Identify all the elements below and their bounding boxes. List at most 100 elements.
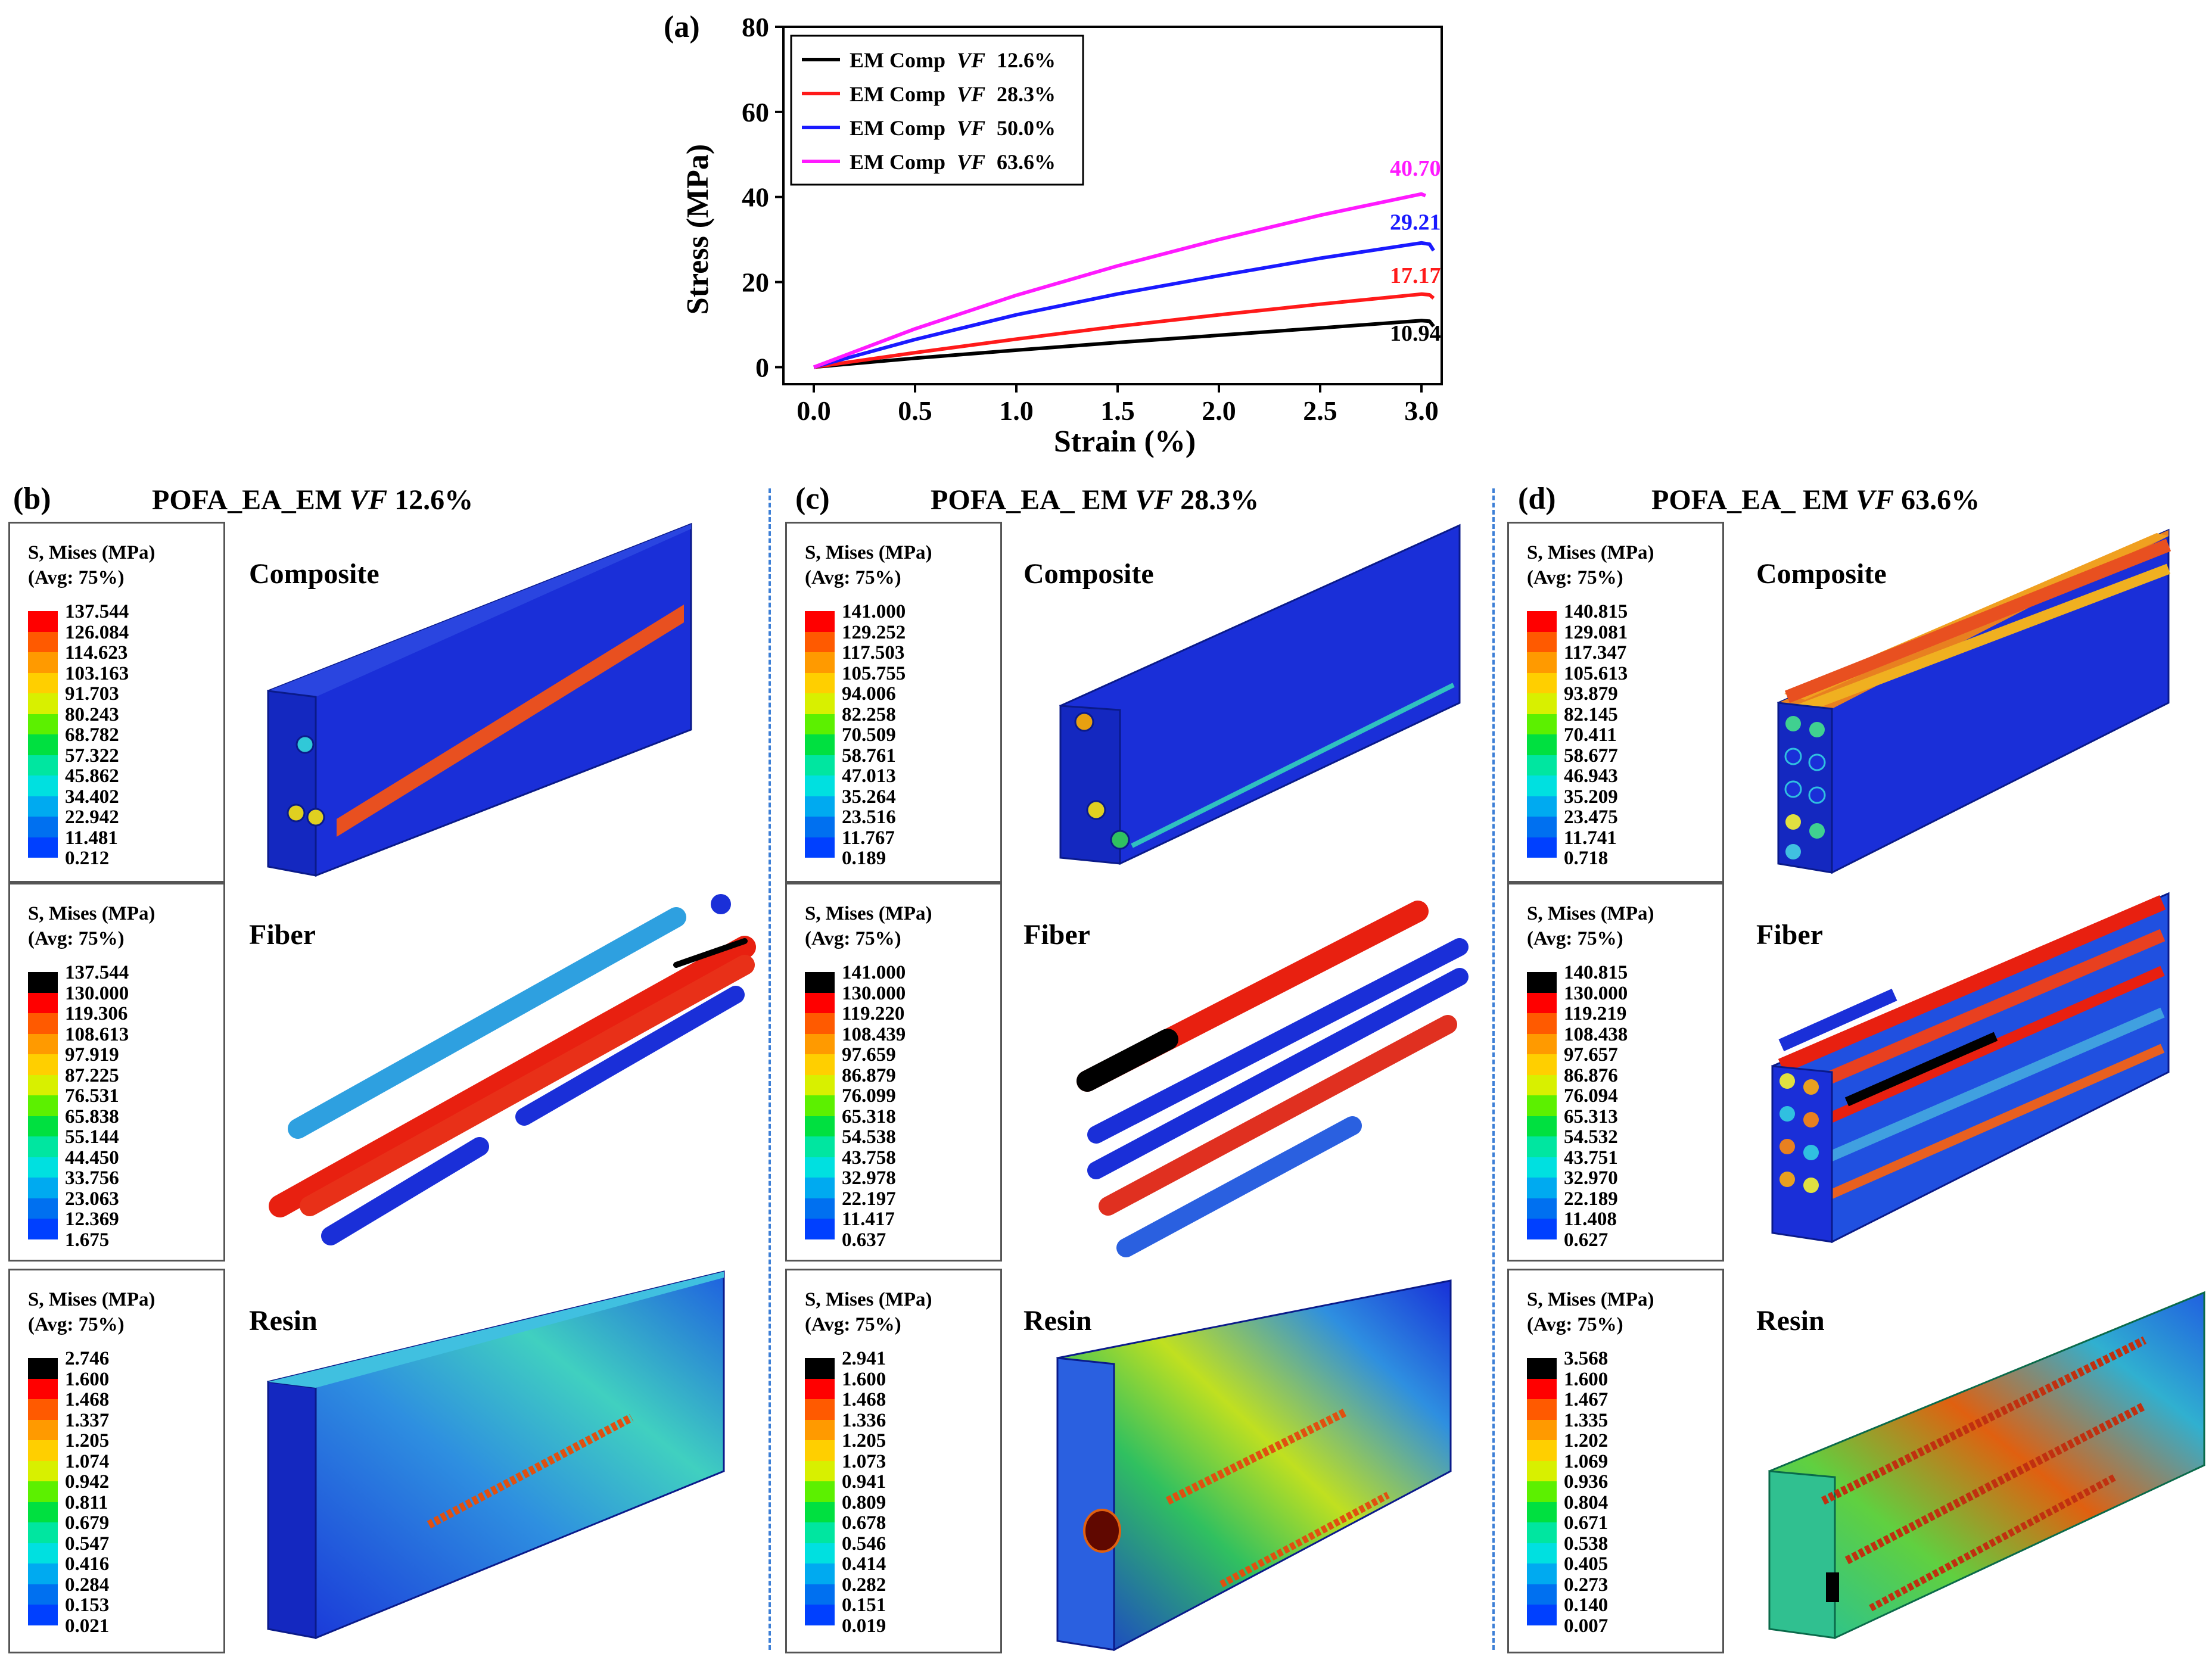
legend-value: 0.809 — [842, 1491, 886, 1513]
chart-xlabel: Strain (%) — [1054, 425, 1196, 459]
legend-color-swatch — [28, 631, 58, 653]
legend-value: 0.942 — [65, 1471, 110, 1493]
legend-vf: VF — [957, 48, 985, 72]
legend-value: 0.212 — [65, 848, 110, 869]
legend-color-swatch — [805, 1563, 835, 1584]
legend-value: 76.531 — [65, 1085, 119, 1107]
legend-value: 105.613 — [1564, 662, 1628, 684]
legend-value: 76.094 — [1564, 1085, 1618, 1107]
legend-value: 35.209 — [1564, 786, 1618, 808]
legend-value: 22.189 — [1564, 1188, 1618, 1210]
legend-value: 82.258 — [842, 703, 896, 725]
legend-subtitle: (Avg: 75%) — [28, 928, 125, 949]
legend-color-swatch — [805, 1584, 835, 1605]
legend-value: 57.322 — [65, 745, 119, 767]
legend-color-swatch — [28, 837, 58, 858]
legend-value: 1.337 — [65, 1409, 110, 1431]
y-tick-label: 40 — [742, 182, 769, 213]
legend-suffix: 50.0% — [991, 116, 1056, 140]
legend-color-swatch — [28, 1419, 58, 1441]
legend-title: S, Mises (MPa) — [1527, 1289, 1654, 1310]
legend-color-swatch — [28, 1198, 58, 1219]
contour-legend-composite: S, Mises (MPa) (Avg: 75%) 137.544 126.084 11… — [8, 522, 225, 883]
legend-value: 44.450 — [65, 1147, 119, 1169]
legend-color-swatch — [28, 1219, 58, 1239]
part-label-resin: Resin — [1756, 1305, 1825, 1337]
panel-d-label: (d) — [1518, 482, 1556, 516]
legend-title: S, Mises (MPa) — [28, 1289, 155, 1310]
legend-color-swatch — [805, 1219, 835, 1239]
legend-color-swatch — [1527, 1522, 1557, 1543]
legend-value: 1.468 — [842, 1389, 886, 1410]
series-peak-label: 10.94 — [1390, 321, 1441, 346]
legend-color-swatch — [805, 1605, 835, 1625]
legend-header: S, Mises (MPa) (Avg: 75%) — [1527, 901, 1654, 951]
legend-value: 137.544 — [65, 962, 129, 983]
series-peak-label: 17.17 — [1390, 263, 1441, 288]
legend-value: 0.546 — [842, 1533, 886, 1555]
legend-color-swatch — [28, 1157, 58, 1178]
legend-color-swatch — [1527, 817, 1557, 837]
legend-header: S, Mises (MPa) (Avg: 75%) — [805, 540, 932, 590]
fiber-model-b — [269, 894, 756, 1245]
legend-color-swatch — [1527, 1419, 1557, 1441]
legend-value: 0.284 — [65, 1574, 110, 1596]
contour-legend-composite: S, Mises (MPa) (Avg: 75%) 140.815 129.081 11… — [1507, 522, 1724, 883]
title-suffix: 12.6% — [387, 484, 474, 516]
legend-color-swatch — [1527, 1198, 1557, 1219]
legend-value: 33.756 — [65, 1167, 119, 1189]
x-tick-label: 0.0 — [797, 395, 831, 426]
panel-b-title: POFA_EA_EM VF 12.6% — [152, 484, 473, 516]
part-label-fiber: Fiber — [1756, 919, 1823, 951]
legend-value: 1.074 — [65, 1450, 110, 1472]
legend-color-swatch — [28, 1440, 58, 1461]
legend-title: S, Mises (MPa) — [805, 903, 932, 924]
legend-value: 1.336 — [842, 1409, 886, 1431]
legend-title: S, Mises (MPa) — [805, 1289, 932, 1310]
legend-value: 108.438 — [1564, 1023, 1628, 1045]
legend-value: 91.703 — [65, 683, 119, 705]
legend-color-swatch — [805, 972, 835, 993]
legend-title: S, Mises (MPa) — [805, 542, 932, 563]
legend-color-swatch — [28, 1605, 58, 1625]
legend-value: 0.538 — [1564, 1533, 1609, 1555]
legend-value: 12.369 — [65, 1209, 119, 1230]
legend-value: 0.718 — [1564, 848, 1609, 869]
legend-value: 0.941 — [842, 1471, 886, 1493]
legend-color-swatch — [805, 1358, 835, 1379]
legend-value: 1.202 — [1564, 1430, 1609, 1452]
legend-value: 119.306 — [65, 1003, 128, 1024]
title-prefix: POFA_EA_ EM — [1651, 484, 1856, 516]
legend-subtitle: (Avg: 75%) — [1527, 1314, 1623, 1335]
legend-entry: EM Comp VF 28.3% — [850, 82, 1056, 106]
legend-value: 3.568 — [1564, 1348, 1609, 1369]
legend-subtitle: (Avg: 75%) — [28, 567, 125, 588]
legend-value: 103.163 — [65, 662, 129, 684]
x-tick-label: 1.0 — [999, 395, 1034, 426]
legend-header: S, Mises (MPa) (Avg: 75%) — [805, 901, 932, 951]
legend-value: 93.879 — [1564, 683, 1618, 705]
legend-value: 105.755 — [842, 662, 906, 684]
y-tick-label: 0 — [755, 352, 769, 382]
legend-color-swatch — [1527, 1074, 1557, 1096]
series-line-2 — [813, 241, 1435, 369]
legend-value: 22.942 — [65, 806, 119, 828]
legend-title: S, Mises (MPa) — [1527, 903, 1654, 924]
legend-value: 2.941 — [842, 1348, 886, 1369]
legend-entry: EM Comp VF 50.0% — [850, 116, 1056, 140]
legend-value: 68.782 — [65, 724, 119, 746]
legend-value: 126.084 — [65, 621, 129, 643]
legend-color-swatch — [1527, 1605, 1557, 1625]
legend-value: 119.220 — [842, 1003, 905, 1024]
legend-color-swatch — [1527, 1095, 1557, 1116]
legend-color-swatch — [805, 631, 835, 653]
legend-title: S, Mises (MPa) — [28, 542, 155, 563]
legend-color-swatch — [805, 1074, 835, 1096]
legend-value: 0.804 — [1564, 1491, 1609, 1513]
contour-legend-resin: S, Mises (MPa) (Avg: 75%) 2.746 1.600 1.468 1… — [8, 1269, 225, 1653]
legend-color-swatch — [805, 1033, 835, 1055]
legend-value: 0.007 — [1564, 1615, 1609, 1637]
contour-legend-fiber: S, Mises (MPa) (Avg: 75%) 137.544 130.000 11… — [8, 883, 225, 1262]
legend-header: S, Mises (MPa) (Avg: 75%) — [1527, 1287, 1654, 1337]
legend-header: S, Mises (MPa) (Avg: 75%) — [28, 540, 155, 590]
